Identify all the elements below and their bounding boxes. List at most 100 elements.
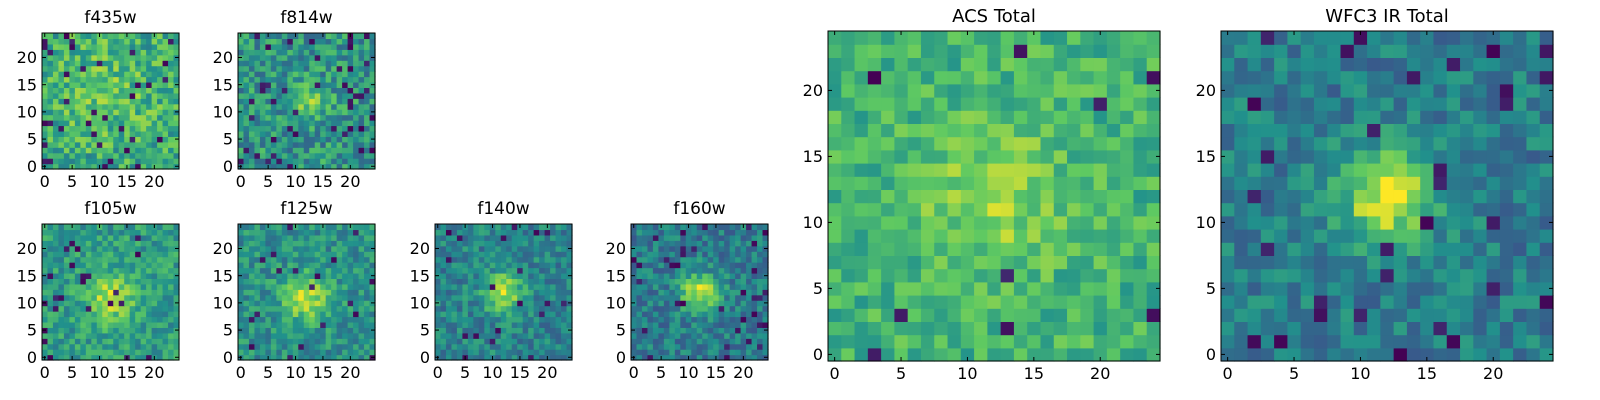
heatmap-cell <box>113 65 120 72</box>
heatmap-cell <box>1340 255 1355 270</box>
heatmap-cell <box>325 300 332 307</box>
heatmap-cell <box>358 354 365 361</box>
heatmap-cell <box>746 311 753 318</box>
heatmap-cell <box>685 311 692 318</box>
heatmap-cell <box>118 87 125 94</box>
heatmap-cell <box>652 300 659 307</box>
heatmap-cell <box>168 71 175 78</box>
heatmap-cell <box>248 43 256 50</box>
heatmap-cell <box>281 327 288 334</box>
heatmap-cell <box>757 343 764 350</box>
heatmap-cell <box>473 327 480 334</box>
heatmap-cell <box>1120 321 1135 336</box>
heatmap-cell <box>292 278 299 285</box>
heatmap-cell <box>1146 268 1161 283</box>
heatmap-cell <box>162 278 169 285</box>
heatmap-cell <box>451 262 458 269</box>
heatmap-cell <box>287 229 294 236</box>
heatmap-cell <box>663 294 670 301</box>
heatmap-cell <box>287 240 294 247</box>
heatmap-cell <box>658 311 665 318</box>
heatmap-cell <box>347 65 354 72</box>
heatmap-cell <box>281 158 288 165</box>
heatmap-cell <box>707 305 714 312</box>
heatmap-cell <box>96 272 103 279</box>
heatmap-cell <box>718 267 725 274</box>
heatmap-cell <box>484 354 491 361</box>
heatmap-cell <box>445 229 453 236</box>
heatmap-cell <box>561 349 568 356</box>
heatmap-cell <box>920 242 935 256</box>
heatmap-cell <box>270 163 277 170</box>
heatmap-cell <box>47 103 54 110</box>
heatmap-cell <box>325 60 332 67</box>
heatmap-cell <box>1000 189 1015 204</box>
heatmap-cell <box>894 308 909 322</box>
heatmap-cell <box>691 283 698 290</box>
heatmap-cell <box>168 300 175 307</box>
heatmap-cell <box>1106 176 1121 190</box>
axes-frame <box>237 223 376 361</box>
heatmap-cell <box>1526 347 1541 362</box>
heatmap-cell <box>129 98 136 105</box>
heatmap-cell <box>680 256 687 263</box>
heatmap-cell <box>1027 202 1042 217</box>
heatmap-cell <box>162 240 169 247</box>
heatmap-cell <box>1446 295 1461 309</box>
heatmap-cell <box>751 311 758 318</box>
heatmap-cell <box>303 316 310 323</box>
heatmap-cell <box>353 267 360 274</box>
heatmap-cell <box>445 251 453 258</box>
heatmap-cell <box>369 125 376 132</box>
heatmap-cell <box>364 224 371 231</box>
heatmap-cell <box>336 81 343 88</box>
heatmap-cell <box>631 262 638 269</box>
heatmap-cell <box>281 103 288 110</box>
heatmap-cell <box>1133 31 1148 45</box>
heatmap-cell <box>440 251 447 258</box>
heatmap-cell <box>746 283 753 290</box>
heatmap-cell <box>80 305 87 312</box>
heatmap-cell <box>533 300 540 307</box>
heatmap-cell <box>259 54 266 61</box>
heatmap-cell <box>489 234 496 241</box>
heatmap-cell <box>96 109 103 116</box>
heatmap-cell <box>440 229 447 236</box>
heatmap-cell <box>1433 268 1448 283</box>
heatmap-cell <box>85 332 92 339</box>
heatmap-cell <box>746 224 753 231</box>
heatmap-cell <box>500 224 507 231</box>
heatmap-cell <box>342 136 349 143</box>
heatmap-cell <box>947 57 962 72</box>
heatmap-cell <box>539 224 546 231</box>
heatmap-cell <box>331 152 338 159</box>
heatmap-cell <box>762 316 769 323</box>
heatmap-cell <box>309 125 316 132</box>
heatmap-cell <box>347 289 354 296</box>
heatmap-cell <box>287 49 294 56</box>
heatmap-cell <box>168 332 175 339</box>
heatmap-cell <box>718 305 725 312</box>
heatmap-cell <box>934 123 949 138</box>
heatmap-cell <box>462 349 469 356</box>
heatmap-cell <box>135 120 142 127</box>
heatmap-cell <box>342 65 349 72</box>
heatmap-cell <box>641 343 649 350</box>
heatmap-cell <box>320 103 327 110</box>
heatmap-cell <box>1460 347 1474 362</box>
heatmap-cell <box>522 311 529 318</box>
heatmap-cell <box>1053 163 1068 177</box>
heatmap-cell <box>669 224 676 231</box>
heatmap-cell <box>292 311 299 318</box>
heatmap-cell <box>1013 44 1028 58</box>
heatmap-cell <box>320 65 327 72</box>
heatmap-cell <box>1393 281 1408 296</box>
heatmap-cell <box>52 289 60 296</box>
heatmap-cell <box>238 141 245 148</box>
heatmap-cell <box>947 242 962 256</box>
x-tick-label: 20 <box>1090 364 1110 383</box>
heatmap-cell <box>270 251 277 258</box>
heatmap-cell <box>276 38 283 45</box>
heatmap-cell <box>42 262 49 269</box>
heatmap-cell <box>1040 347 1055 362</box>
